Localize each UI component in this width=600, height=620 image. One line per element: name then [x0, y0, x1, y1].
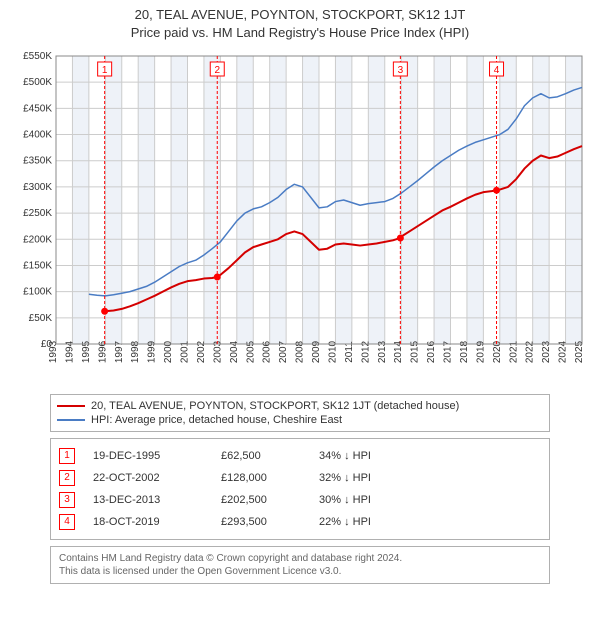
- sale-marker-icon: 3: [59, 492, 75, 508]
- sale-date: 22-OCT-2002: [93, 472, 203, 484]
- svg-text:£450K: £450K: [23, 104, 52, 115]
- svg-text:3: 3: [398, 65, 404, 76]
- sales-row: 1 19-DEC-1995 £62,500 34% ↓ HPI: [59, 445, 541, 467]
- chart-area: £0£50K£100K£150K£200K£250K£300K£350K£400…: [8, 46, 592, 386]
- legend-label: HPI: Average price, detached house, Ches…: [91, 414, 342, 426]
- svg-text:£200K: £200K: [23, 235, 52, 246]
- sale-marker-icon: 1: [59, 448, 75, 464]
- title-line2: Price paid vs. HM Land Registry's House …: [0, 24, 600, 42]
- sale-price: £62,500: [221, 450, 301, 462]
- sales-row: 3 13-DEC-2013 £202,500 30% ↓ HPI: [59, 489, 541, 511]
- sale-delta: 30% ↓ HPI: [319, 494, 419, 506]
- svg-text:£550K: £550K: [23, 51, 52, 62]
- sale-delta: 22% ↓ HPI: [319, 516, 419, 528]
- svg-text:£250K: £250K: [23, 208, 52, 219]
- legend: 20, TEAL AVENUE, POYNTON, STOCKPORT, SK1…: [50, 394, 550, 432]
- sale-delta: 32% ↓ HPI: [319, 472, 419, 484]
- sale-marker-icon: 2: [59, 470, 75, 486]
- svg-text:£350K: £350K: [23, 156, 52, 167]
- legend-row: HPI: Average price, detached house, Ches…: [57, 413, 543, 427]
- svg-text:2: 2: [214, 65, 220, 76]
- sale-marker-icon: 4: [59, 514, 75, 530]
- sale-price: £293,500: [221, 516, 301, 528]
- svg-text:1: 1: [102, 65, 108, 76]
- sale-price: £128,000: [221, 472, 301, 484]
- legend-row: 20, TEAL AVENUE, POYNTON, STOCKPORT, SK1…: [57, 399, 543, 413]
- svg-text:£100K: £100K: [23, 287, 52, 298]
- license-notice: Contains HM Land Registry data © Crown c…: [50, 546, 550, 584]
- legend-swatch: [57, 405, 85, 407]
- svg-text:£150K: £150K: [23, 261, 52, 272]
- sale-price: £202,500: [221, 494, 301, 506]
- sale-date: 13-DEC-2013: [93, 494, 203, 506]
- chart-svg: £0£50K£100K£150K£200K£250K£300K£350K£400…: [8, 46, 592, 386]
- title-line1: 20, TEAL AVENUE, POYNTON, STOCKPORT, SK1…: [0, 6, 600, 24]
- sales-row: 2 22-OCT-2002 £128,000 32% ↓ HPI: [59, 467, 541, 489]
- license-line1: Contains HM Land Registry data © Crown c…: [59, 552, 541, 565]
- legend-label: 20, TEAL AVENUE, POYNTON, STOCKPORT, SK1…: [91, 400, 459, 412]
- svg-text:£400K: £400K: [23, 130, 52, 141]
- sale-date: 19-DEC-1995: [93, 450, 203, 462]
- sale-date: 18-OCT-2019: [93, 516, 203, 528]
- chart-title: 20, TEAL AVENUE, POYNTON, STOCKPORT, SK1…: [0, 0, 600, 42]
- legend-swatch: [57, 419, 85, 421]
- svg-text:4: 4: [494, 65, 500, 76]
- svg-text:£300K: £300K: [23, 182, 52, 193]
- sale-delta: 34% ↓ HPI: [319, 450, 419, 462]
- sales-table: 1 19-DEC-1995 £62,500 34% ↓ HPI 2 22-OCT-2002…: [50, 438, 550, 540]
- svg-text:£500K: £500K: [23, 78, 52, 89]
- sales-row: 4 18-OCT-2019 £293,500 22% ↓ HPI: [59, 511, 541, 533]
- svg-text:£50K: £50K: [29, 313, 53, 324]
- license-line2: This data is licensed under the Open Gov…: [59, 565, 541, 578]
